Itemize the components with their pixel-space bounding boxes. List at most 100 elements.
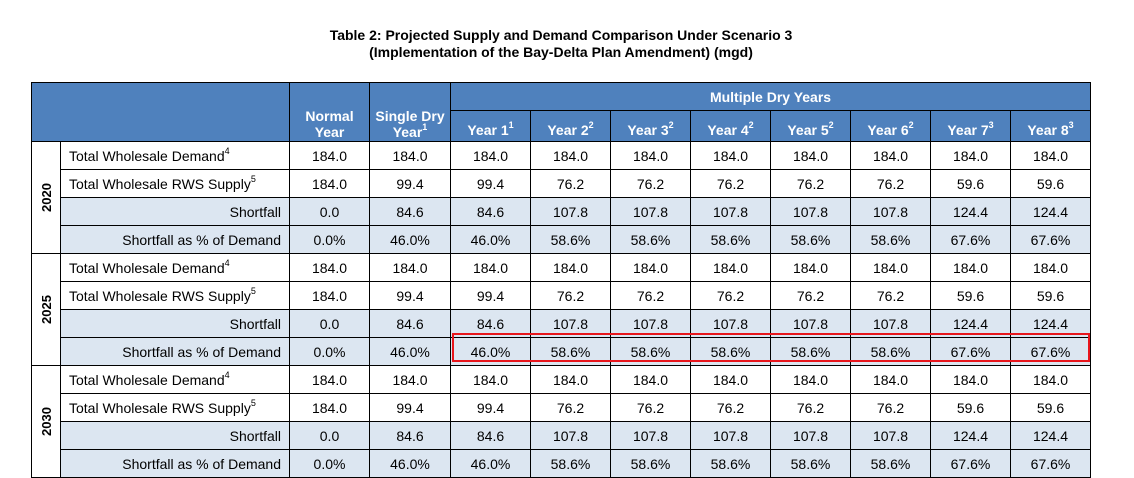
table-cell: 58.6% bbox=[610, 225, 691, 254]
table-cell: 46.0% bbox=[450, 225, 531, 254]
table-cell: 184.0 bbox=[770, 365, 851, 394]
table-cell: 184.0 bbox=[690, 365, 771, 394]
table-cell: 67.6% bbox=[930, 449, 1011, 478]
table-cell: 184.0 bbox=[289, 393, 370, 422]
header-single-dry-label: Single Dry bbox=[375, 108, 445, 124]
table-cell: 76.2 bbox=[770, 169, 851, 198]
table-cell: 84.6 bbox=[369, 197, 451, 226]
table-cell: 46.0% bbox=[369, 225, 451, 254]
table-cell: 67.6% bbox=[1009, 449, 1092, 478]
table-cell: 58.6% bbox=[690, 337, 771, 366]
table-cell: 99.4 bbox=[450, 281, 531, 310]
table-cell: 0.0% bbox=[289, 449, 370, 478]
supply-demand-table: Normal Year Single Dry Year1 Multiple Dr… bbox=[31, 82, 1092, 478]
table-cell: 107.8 bbox=[530, 309, 611, 338]
row-label: Total Wholesale Demand4 bbox=[60, 365, 290, 394]
footnote-marker: 4 bbox=[224, 145, 230, 156]
table-cell: 107.8 bbox=[770, 309, 851, 338]
table-cell: 58.6% bbox=[530, 449, 611, 478]
table-cell: 99.4 bbox=[369, 169, 451, 198]
table-cell: 58.6% bbox=[770, 449, 851, 478]
row-label-text: Total Wholesale Demand bbox=[69, 259, 225, 276]
table-cell: 58.6% bbox=[690, 225, 771, 254]
table-row: Shortfall 0.0 84.6 84.6 107.8 107.8 107.8 107.8… bbox=[32, 421, 1092, 450]
table-cell: 58.6% bbox=[850, 225, 931, 254]
table-cell: 107.8 bbox=[610, 421, 691, 450]
table-cell: 58.6% bbox=[530, 225, 611, 254]
table-cell: 59.6 bbox=[1009, 281, 1092, 310]
table-cell: 76.2 bbox=[610, 393, 691, 422]
table-cell: 124.4 bbox=[930, 197, 1011, 226]
table-cell: 76.2 bbox=[530, 393, 611, 422]
header-single-dry-year: Single Dry Year1 bbox=[369, 82, 451, 142]
table-cell: 84.6 bbox=[450, 197, 531, 226]
row-group-year-label: 2025 bbox=[38, 295, 54, 324]
table-cell: 46.0% bbox=[450, 449, 531, 478]
header-year-7: Year 73 bbox=[930, 110, 1011, 142]
row-label-text: Shortfall bbox=[229, 427, 281, 444]
table-cell: 124.4 bbox=[930, 309, 1011, 338]
row-label: Shortfall as % of Demand bbox=[60, 225, 290, 254]
header-year-label: Year 3 bbox=[627, 122, 669, 138]
table-row: Shortfall as % of Demand 0.0% 46.0% 46.0% 58… bbox=[32, 337, 1092, 366]
table-row: Shortfall as % of Demand 0.0% 46.0% 46.0% 58… bbox=[32, 225, 1092, 254]
header-year-8: Year 83 bbox=[1009, 110, 1092, 142]
row-label-text: Total Wholesale RWS Supply bbox=[69, 175, 251, 192]
footnote-marker: 5 bbox=[250, 285, 256, 296]
table-cell: 184.0 bbox=[770, 253, 851, 282]
header-year-6: Year 62 bbox=[850, 110, 931, 142]
table-cell: 184.0 bbox=[289, 141, 370, 170]
header-year-2: Year 22 bbox=[530, 110, 611, 142]
table-cell: 107.8 bbox=[530, 421, 611, 450]
table-cell: 84.6 bbox=[369, 309, 451, 338]
table-cell: 0.0 bbox=[289, 309, 370, 338]
row-label-text: Total Wholesale RWS Supply bbox=[69, 287, 251, 304]
row-label-text: Shortfall bbox=[229, 315, 281, 332]
table-cell: 59.6 bbox=[930, 281, 1011, 310]
table-cell: 99.4 bbox=[369, 393, 451, 422]
row-label-text: Shortfall as % of Demand bbox=[122, 455, 281, 472]
table-cell: 184.0 bbox=[289, 281, 370, 310]
table-cell: 184.0 bbox=[450, 365, 531, 394]
table-cell: 107.8 bbox=[850, 197, 931, 226]
table-cell: 184.0 bbox=[610, 365, 691, 394]
table-cell: 76.2 bbox=[610, 281, 691, 310]
table-cell: 184.0 bbox=[1009, 365, 1092, 394]
header-year-label: Year 5 bbox=[787, 122, 829, 138]
row-label: Shortfall as % of Demand bbox=[60, 449, 290, 478]
table-cell: 124.4 bbox=[1009, 197, 1092, 226]
table-cell: 67.6% bbox=[1009, 337, 1092, 366]
table-cell: 58.6% bbox=[610, 449, 691, 478]
table-cell: 58.6% bbox=[530, 337, 611, 366]
table-cell: 124.4 bbox=[930, 421, 1011, 450]
table-cell: 184.0 bbox=[930, 365, 1011, 394]
header-blank-cell bbox=[31, 82, 290, 142]
table-cell: 58.6% bbox=[850, 337, 931, 366]
header-year-label: Year 7 bbox=[947, 122, 989, 138]
table-cell: 107.8 bbox=[690, 421, 771, 450]
header-year-label: Year 2 bbox=[547, 122, 589, 138]
header-year-5: Year 52 bbox=[770, 110, 851, 142]
header-year-1: Year 11 bbox=[450, 110, 531, 142]
header-year-3: Year 32 bbox=[610, 110, 691, 142]
row-label: Total Wholesale RWS Supply5 bbox=[60, 169, 290, 198]
row-group-year-label: 2020 bbox=[38, 183, 54, 212]
table-cell: 124.4 bbox=[1009, 421, 1092, 450]
row-label-text: Total Wholesale Demand bbox=[69, 147, 225, 164]
table-cell: 59.6 bbox=[930, 393, 1011, 422]
table-title-line1: Table 2: Projected Supply and Demand Com… bbox=[329, 27, 793, 43]
row-label-text: Total Wholesale RWS Supply bbox=[69, 399, 251, 416]
table-cell: 184.0 bbox=[450, 141, 531, 170]
footnote-marker: 2 bbox=[908, 120, 914, 131]
table-cell: 184.0 bbox=[690, 253, 771, 282]
table-cell: 184.0 bbox=[850, 253, 931, 282]
footnote-marker: 4 bbox=[224, 369, 230, 380]
table-cell: 58.6% bbox=[610, 337, 691, 366]
header-normal-year: Normal Year bbox=[289, 82, 370, 142]
table-cell: 184.0 bbox=[850, 141, 931, 170]
header-year-label: Year 6 bbox=[867, 122, 909, 138]
table-row: Total Wholesale RWS Supply5 184.0 99.4 99.4… bbox=[32, 281, 1092, 310]
table-cell: 107.8 bbox=[770, 421, 851, 450]
table-cell: 107.8 bbox=[850, 309, 931, 338]
footnote-marker: 3 bbox=[988, 120, 994, 131]
